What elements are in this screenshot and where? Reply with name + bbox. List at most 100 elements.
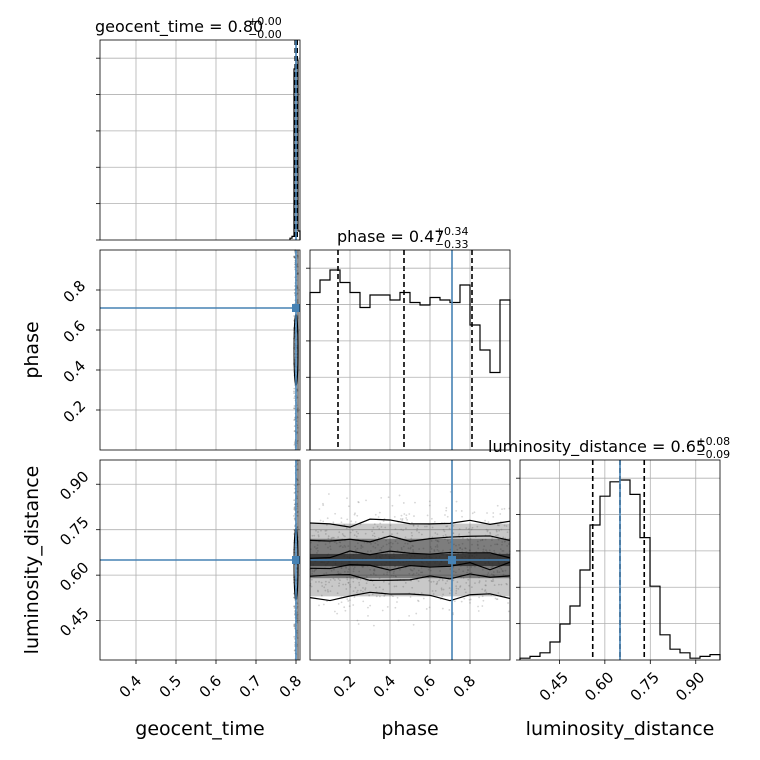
sample-point <box>436 533 439 536</box>
sample-point <box>402 545 405 548</box>
sample-point <box>342 534 345 537</box>
sample-point <box>323 586 326 589</box>
sample-point <box>484 584 487 587</box>
sample-point <box>440 588 443 591</box>
sample-point <box>460 576 462 579</box>
sample-point <box>502 573 505 576</box>
x-tick-label-geocent_time: 0.7 <box>236 672 266 702</box>
sample-point <box>493 551 496 554</box>
sample-point <box>455 585 458 588</box>
sample-point <box>506 544 509 547</box>
sample-point <box>330 569 333 572</box>
sample-point <box>420 571 422 574</box>
sample-point <box>486 512 488 514</box>
sample-point <box>293 407 296 410</box>
sample-point <box>420 592 423 594</box>
sample-point <box>428 579 431 582</box>
sample-point <box>459 585 462 587</box>
y-tick-label-luminosity_distance: 0.45 <box>56 604 92 640</box>
panel-frame-luminosity_distance <box>519 459 721 661</box>
sample-point <box>469 575 472 578</box>
sample-point <box>349 531 352 534</box>
sample-point <box>476 540 479 543</box>
sample-point <box>390 533 393 536</box>
sample-point <box>343 544 346 547</box>
contour-line <box>309 518 511 528</box>
sample-point <box>400 547 403 549</box>
sample-point <box>293 425 296 428</box>
sample-point <box>339 541 342 544</box>
sample-point <box>360 544 363 547</box>
panel-frame-phase <box>309 249 511 451</box>
sample-point <box>429 569 432 572</box>
panel-title-sup-phase: +0.34 <box>435 225 469 238</box>
sample-point <box>502 549 505 552</box>
sample-point <box>326 589 329 591</box>
sample-point <box>356 619 359 622</box>
sample-point <box>476 544 479 547</box>
sample-point <box>492 571 495 573</box>
sample-point <box>496 504 499 507</box>
sample-point <box>364 587 367 590</box>
sample-point <box>486 530 489 533</box>
sample-point <box>463 588 466 591</box>
sample-point <box>393 585 396 588</box>
sample-point <box>340 521 343 524</box>
sample-point <box>417 599 419 602</box>
sample-point <box>318 604 320 607</box>
sample-point <box>364 532 367 535</box>
sample-point <box>404 536 407 539</box>
sample-point <box>357 532 360 535</box>
sample-point <box>444 514 446 516</box>
sample-point <box>447 542 450 544</box>
sample-point <box>313 569 316 572</box>
sample-point <box>396 596 399 599</box>
sample-point <box>418 548 421 550</box>
sample-point <box>392 574 395 577</box>
sample-point <box>405 527 407 530</box>
sample-point <box>420 533 423 536</box>
sample-point <box>452 525 455 527</box>
sample-point <box>497 592 500 594</box>
sample-point <box>314 568 317 571</box>
sample-point <box>428 504 431 507</box>
sample-point <box>421 571 424 574</box>
sample-point <box>422 547 425 550</box>
sample-point <box>293 508 296 511</box>
sample-point <box>362 600 365 603</box>
sample-point <box>293 256 296 259</box>
sample-point <box>458 533 461 536</box>
sample-point <box>353 596 356 598</box>
sample-point <box>492 512 495 514</box>
sample-point <box>324 543 327 546</box>
sample-point <box>495 598 498 601</box>
sample-point <box>485 528 488 531</box>
sample-point <box>331 536 334 539</box>
sample-point <box>293 390 295 393</box>
sample-point <box>372 545 375 548</box>
sample-point <box>347 570 349 573</box>
sample-point <box>352 577 355 580</box>
sample-point <box>487 572 490 574</box>
sample-point <box>293 315 296 317</box>
sample-point <box>396 532 399 535</box>
sample-point <box>495 530 498 533</box>
sample-point <box>481 539 484 541</box>
sample-point <box>412 572 415 575</box>
sample-point <box>416 529 418 532</box>
sample-point <box>471 543 473 546</box>
sample-point <box>455 587 458 590</box>
sample-point <box>498 583 500 586</box>
sample-point <box>456 548 459 551</box>
contour-line <box>309 573 511 582</box>
sample-point <box>293 605 296 608</box>
sample-point <box>327 590 329 593</box>
sample-point <box>380 526 383 528</box>
sample-point <box>356 577 359 580</box>
sample-point <box>507 602 509 604</box>
sample-point <box>437 540 440 543</box>
sample-point <box>481 588 484 591</box>
sample-point <box>412 545 415 548</box>
sample-point <box>311 534 314 537</box>
sample-point <box>375 595 378 598</box>
